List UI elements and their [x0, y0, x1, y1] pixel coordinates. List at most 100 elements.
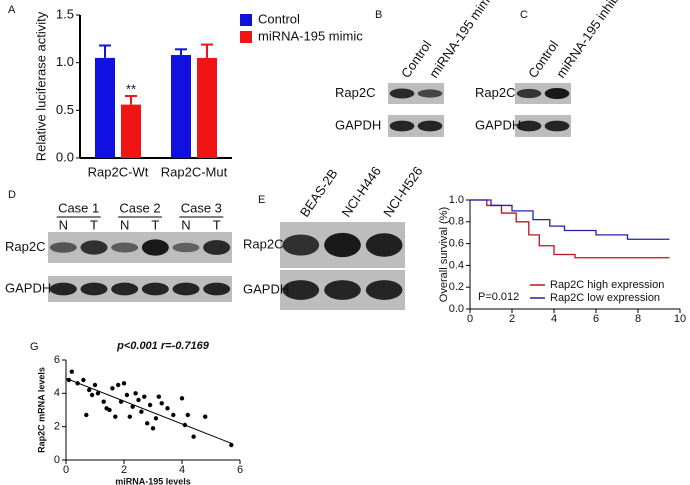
point: [185, 412, 190, 418]
point: [121, 381, 127, 386]
point: [203, 414, 208, 419]
x-tick-label: 4: [551, 313, 557, 325]
y-tick-label: 1.5: [56, 6, 74, 21]
row-label: GAPDH: [335, 117, 381, 132]
blot-background: [48, 232, 232, 263]
blot-band: [141, 239, 169, 256]
blot-band: [389, 120, 415, 132]
point: [139, 409, 144, 414]
blot-background: [48, 276, 232, 302]
y-tick-label: 0.0: [449, 303, 464, 315]
blot-band: [111, 242, 139, 253]
y-tick-label: 1.0: [449, 194, 464, 206]
point: [84, 412, 89, 418]
x-tick-label: 2: [121, 464, 127, 476]
blot-background: [388, 83, 444, 104]
annotation: P=0.012: [478, 291, 519, 303]
blot-band: [49, 242, 77, 253]
fit-line: [65, 377, 232, 444]
point: [87, 387, 92, 393]
point: [124, 392, 130, 398]
y-tick-label: 0.6: [449, 238, 464, 250]
x-tick-label: 4: [179, 464, 185, 476]
blot-band: [80, 282, 108, 296]
survival-curve: [470, 199, 670, 240]
y-tick-label: 0.5: [56, 102, 74, 117]
panel-label: B: [375, 9, 382, 21]
blot-band: [49, 282, 77, 296]
legend-label: Rap2C low expression: [550, 292, 660, 304]
point: [159, 401, 164, 406]
group-label: Case 2: [119, 200, 160, 215]
lane-label: T: [151, 217, 159, 232]
group-label: Case 3: [181, 200, 222, 215]
lane-label: N: [120, 217, 129, 232]
blot-background: [515, 115, 571, 137]
x-tick-label: 0: [467, 313, 473, 325]
point: [136, 397, 141, 403]
row-label: Rap2C: [335, 85, 375, 100]
panel-label: C: [520, 9, 528, 21]
y-tick-label: 1.0: [56, 54, 74, 69]
chart-title: p<0.001 r=-0.7169: [116, 340, 210, 352]
row-label: Rap2C: [243, 236, 283, 251]
point: [165, 406, 170, 411]
blot-band: [324, 232, 361, 258]
blot-band: [282, 234, 320, 256]
point: [95, 391, 101, 396]
point: [89, 392, 95, 398]
row-label: Rap2C: [475, 85, 515, 100]
point: [145, 421, 150, 426]
y-tick-label: 0.0: [56, 149, 74, 164]
x-tick-label: 0: [63, 464, 69, 476]
point: [116, 382, 121, 388]
row-label: GAPDH: [243, 281, 289, 296]
legend-swatch: [240, 31, 252, 43]
lane-label: T: [90, 217, 98, 232]
legend-swatch: [240, 14, 252, 26]
point: [107, 407, 112, 413]
x-tick-label: Rap2C-Mut: [161, 164, 228, 179]
lane-label: N: [181, 217, 190, 232]
row-label: GAPDH: [5, 280, 51, 295]
bar: [95, 57, 115, 158]
blot-band: [141, 282, 169, 296]
blot-band: [80, 240, 108, 255]
point: [229, 442, 234, 448]
y-axis-label: Overall survival (%): [438, 207, 450, 302]
legend-label: Control: [258, 11, 300, 26]
lane-label: N: [59, 217, 68, 232]
survival-curve: [470, 199, 670, 259]
blot-band: [544, 87, 570, 100]
blot-band: [324, 280, 361, 300]
x-axis-label: miRNA-195 levels: [115, 476, 191, 485]
point: [156, 394, 161, 399]
y-tick-label: 0.4: [449, 259, 464, 271]
y-tick-label: 6: [54, 354, 60, 366]
y-tick-label: 4: [54, 387, 60, 399]
point: [69, 369, 75, 374]
column-label: NCI-H526: [380, 164, 425, 220]
point: [110, 386, 115, 391]
legend-label: Rap2C high expression: [550, 279, 664, 291]
panel-label: G: [30, 341, 39, 353]
point: [191, 434, 196, 439]
blot-band: [516, 88, 542, 99]
x-tick-label: 2: [509, 313, 515, 325]
x-tick-label: 6: [593, 313, 599, 325]
legend-label: miRNA-195 mimic: [258, 28, 363, 43]
x-tick-label: 6: [237, 464, 243, 476]
blot-band: [172, 242, 200, 253]
point: [153, 416, 159, 421]
y-tick-label: 0.2: [449, 281, 464, 293]
panel-label: A: [8, 4, 16, 16]
blot-band: [111, 282, 139, 296]
blot-band: [365, 233, 403, 257]
blot-band: [365, 280, 403, 300]
point: [133, 391, 138, 396]
column-label: NCI-H446: [338, 164, 383, 220]
blot-band: [417, 120, 443, 132]
blot-band: [203, 240, 231, 255]
bar: [121, 104, 141, 158]
